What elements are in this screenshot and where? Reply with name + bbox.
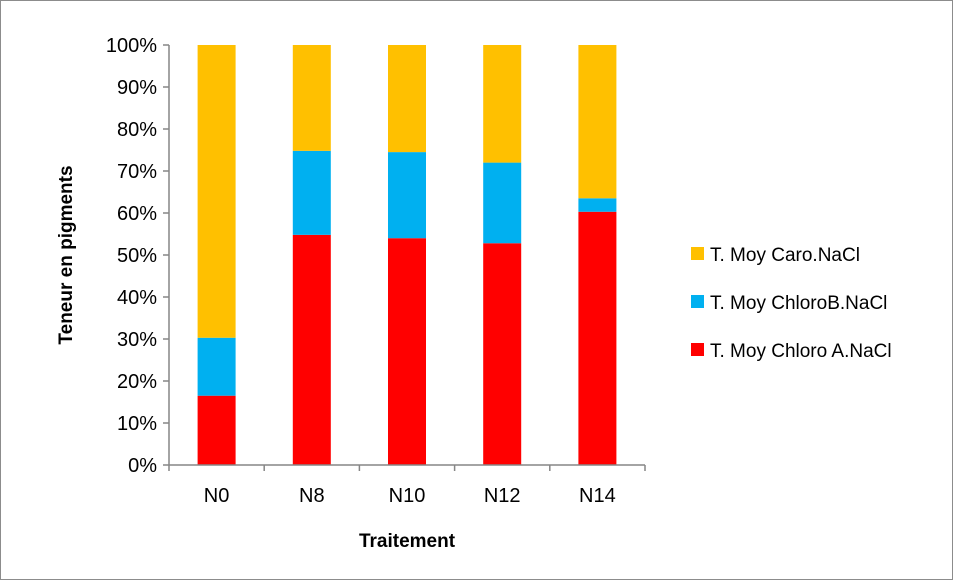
- x-tick-label: N10: [389, 485, 426, 507]
- bar-n0-series-2: [197, 337, 236, 396]
- legend-swatch: [691, 247, 704, 260]
- x-axis-title: Traitement: [359, 531, 456, 552]
- axes-group: [163, 44, 646, 471]
- bar-n8-series-3: [292, 45, 331, 151]
- legend-label: T. Moy Caro.NaCl: [710, 245, 860, 266]
- bar-n10-series-3: [388, 45, 426, 153]
- bar-n10-series-1: [388, 238, 426, 465]
- y-tick-label: 90%: [117, 77, 157, 99]
- x-tick-label: N14: [579, 485, 616, 507]
- legend-swatch: [691, 343, 704, 356]
- x-tick-labels: N0 N8 N10 N12 N14: [204, 485, 616, 507]
- y-tick-label: 100%: [106, 35, 157, 57]
- bar-n8-series-2: [292, 150, 331, 235]
- y-tick-label: 10%: [117, 413, 157, 435]
- legend-label: T. Moy Chloro A.NaCl: [710, 341, 892, 362]
- y-tick-label: 20%: [117, 371, 157, 393]
- bar-n14-series-2: [578, 198, 617, 212]
- bar-n12-series-2: [483, 162, 522, 244]
- bar-n12-series-3: [483, 45, 522, 163]
- bar-n14-series-3: [578, 45, 617, 199]
- legend-label: T. Moy ChloroB.NaCl: [710, 293, 887, 314]
- y-tick-labels: 0% 10% 20% 30% 40% 50% 60% 70% 80% 90% 100%: [106, 35, 157, 477]
- bar-n0-series-3: [197, 45, 236, 338]
- legend: T. Moy Caro.NaCl T. Moy ChloroB.NaCl T. Mo…: [691, 245, 892, 362]
- y-tick-label: 70%: [117, 161, 157, 183]
- x-tick-label: N8: [299, 485, 325, 507]
- bars-group: [197, 45, 617, 465]
- y-tick-label: 60%: [117, 203, 157, 225]
- bar-n8-series-1: [292, 234, 331, 465]
- x-tick-label: N12: [484, 485, 521, 507]
- bar-n10-series-2: [388, 152, 426, 239]
- y-tick-label: 0%: [128, 455, 157, 477]
- bar-n14-series-1: [578, 211, 617, 465]
- y-tick-label: 30%: [117, 329, 157, 351]
- legend-swatch: [691, 295, 704, 308]
- y-tick-label: 80%: [117, 119, 157, 141]
- y-tick-label: 50%: [117, 245, 157, 267]
- bar-n12-series-1: [483, 243, 522, 465]
- y-tick-label: 40%: [117, 287, 157, 309]
- y-axis-title: Teneur en pigments: [56, 165, 77, 344]
- x-tick-label: N0: [204, 485, 230, 507]
- bar-n0-series-1: [197, 395, 236, 465]
